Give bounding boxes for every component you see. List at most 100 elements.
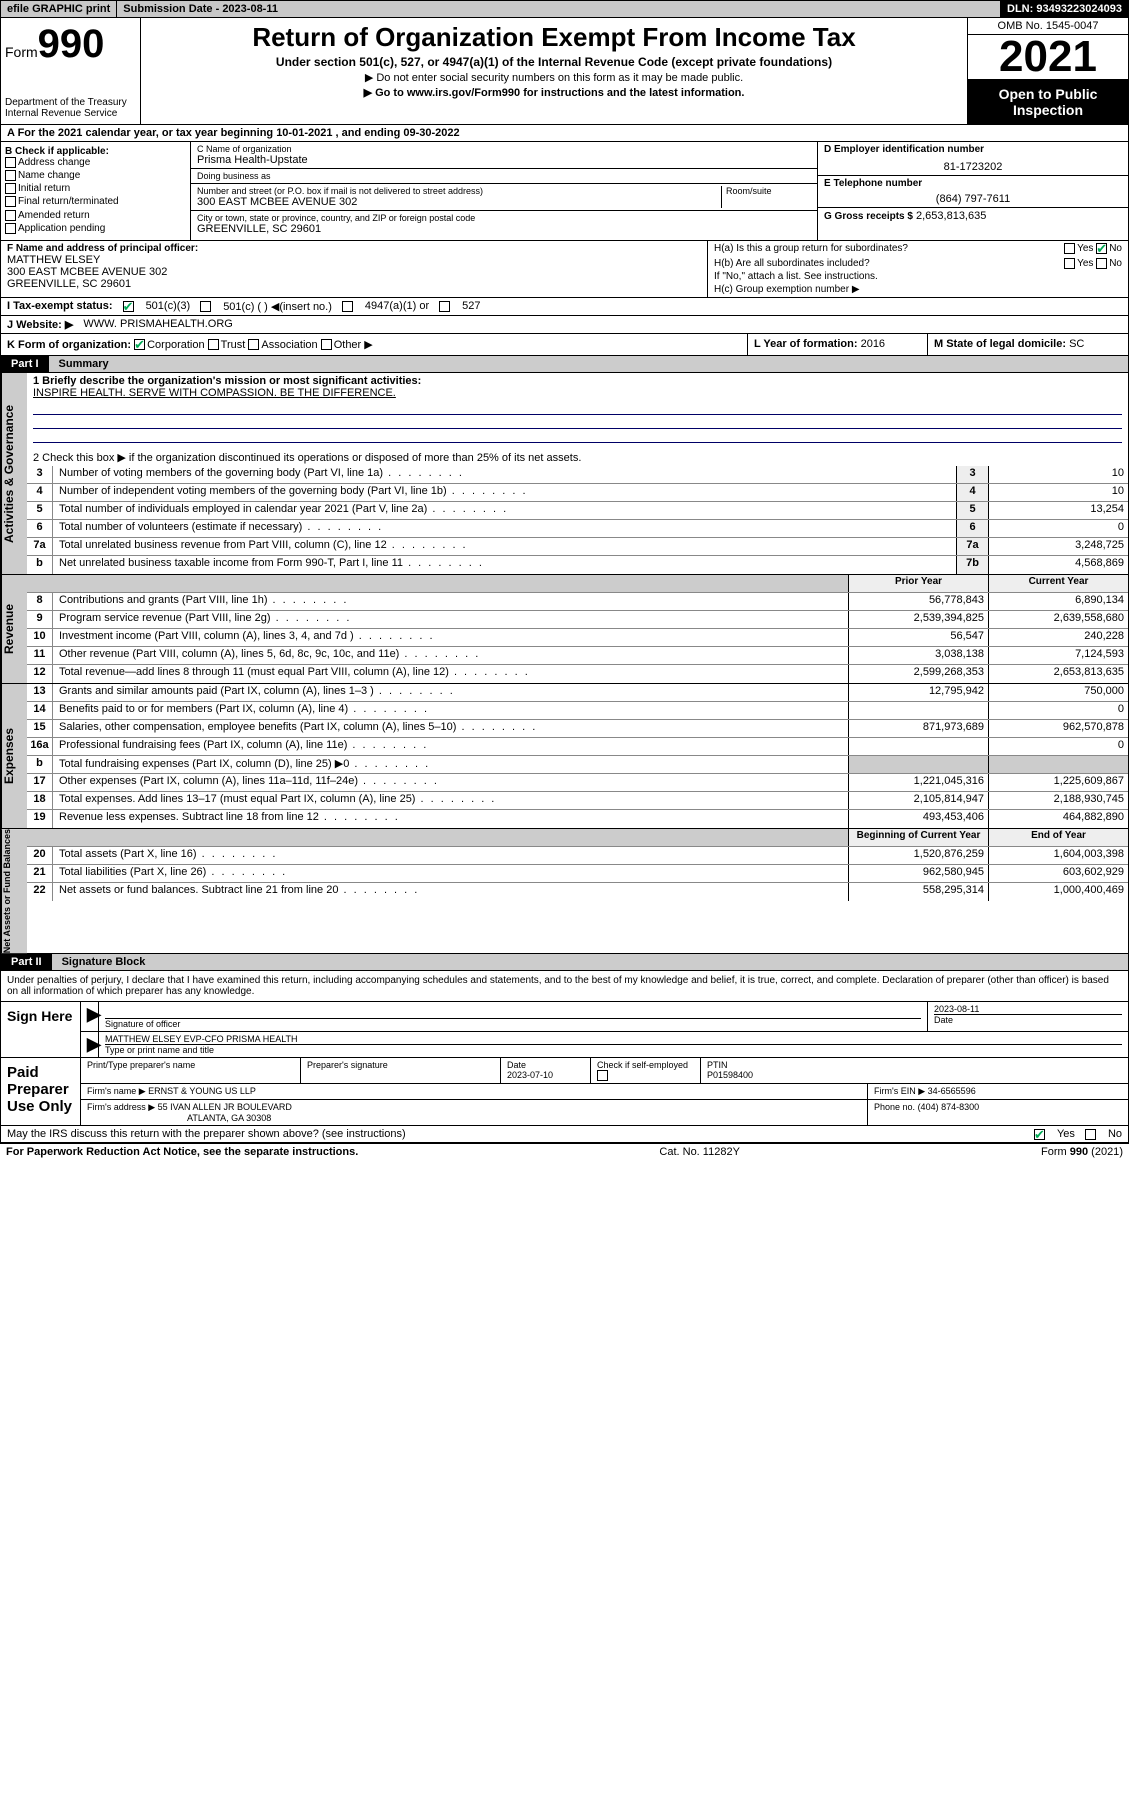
- line-desc: Investment income (Part VIII, column (A)…: [53, 629, 848, 646]
- table-row: 13 Grants and similar amounts paid (Part…: [27, 684, 1128, 702]
- room-label: Room/suite: [726, 186, 811, 196]
- col-b-header: B Check if applicable:: [5, 146, 186, 157]
- line-desc: Total number of volunteers (estimate if …: [53, 520, 956, 537]
- cb-self-employed[interactable]: [597, 1070, 608, 1081]
- blank-line: [33, 401, 1122, 415]
- cat-no: Cat. No. 11282Y: [659, 1146, 740, 1158]
- line-desc: Number of voting members of the governin…: [53, 466, 956, 483]
- part2-header: Part II Signature Block: [0, 954, 1129, 971]
- website-value[interactable]: WWW. PRISMAHEALTH.ORG: [83, 318, 233, 330]
- line-desc: Total unrelated business revenue from Pa…: [53, 538, 956, 555]
- sign-here-block: Sign Here ▶ Signature of officer 2023-08…: [0, 1002, 1129, 1058]
- table-row: 16a Professional fundraising fees (Part …: [27, 738, 1128, 756]
- firm-name: ERNST & YOUNG US LLP: [148, 1086, 256, 1096]
- current-value: 962,570,878: [988, 720, 1128, 737]
- prior-value: 3,038,138: [848, 647, 988, 664]
- line-num: b: [27, 756, 53, 773]
- domicile-value: SC: [1069, 338, 1084, 350]
- irs-discuss-yes[interactable]: [1034, 1129, 1045, 1140]
- officer-print-name: MATTHEW ELSEY EVP-CFO PRISMA HEALTH: [105, 1034, 1122, 1044]
- officer-sig-line[interactable]: [105, 1018, 921, 1019]
- row-klm: K Form of organization: Corporation Trus…: [0, 334, 1129, 356]
- prior-value: 2,539,394,825: [848, 611, 988, 628]
- line-box: 6: [956, 520, 988, 537]
- irs-discuss-row: May the IRS discuss this return with the…: [0, 1126, 1129, 1143]
- line-value: 13,254: [988, 502, 1128, 519]
- ha-no[interactable]: [1096, 243, 1107, 254]
- current-year-hdr: Current Year: [988, 575, 1128, 592]
- form-title: Return of Organization Exempt From Incom…: [149, 22, 959, 53]
- vlabel-ag: Activities & Governance: [1, 373, 27, 574]
- hb-no[interactable]: [1096, 258, 1107, 269]
- year-formation-value: 2016: [861, 338, 885, 350]
- cb-application-pending[interactable]: Application pending: [5, 223, 186, 234]
- prior-value: [848, 756, 988, 773]
- ptin-label: PTIN: [707, 1060, 728, 1070]
- phone-label: E Telephone number: [824, 178, 1122, 189]
- line-box: 7a: [956, 538, 988, 555]
- line-box: 3: [956, 466, 988, 483]
- prior-value: 2,105,814,947: [848, 792, 988, 809]
- cb-501c3[interactable]: [123, 301, 134, 312]
- blank-line: [33, 415, 1122, 429]
- city-value: GREENVILLE, SC 29601: [197, 223, 811, 235]
- form-subtitle: Under section 501(c), 527, or 4947(a)(1)…: [149, 55, 959, 69]
- prep-date-label: Date: [507, 1060, 526, 1070]
- line-desc: Total expenses. Add lines 13–17 (must eq…: [53, 792, 848, 809]
- cb-amended-return[interactable]: Amended return: [5, 210, 186, 221]
- line-num: 14: [27, 702, 53, 719]
- prior-value: [848, 702, 988, 719]
- table-row: 8 Contributions and grants (Part VIII, l…: [27, 593, 1128, 611]
- org-name: Prisma Health-Upstate: [197, 154, 811, 166]
- col-b: B Check if applicable: Address change Na…: [1, 142, 191, 240]
- row-i: I Tax-exempt status: 501(c)(3) 501(c) ( …: [0, 298, 1129, 316]
- line-num: 19: [27, 810, 53, 828]
- line-value: 0: [988, 520, 1128, 537]
- irs-discuss-no[interactable]: [1085, 1129, 1096, 1140]
- line-num: 22: [27, 883, 53, 901]
- hb-yes[interactable]: [1064, 258, 1075, 269]
- current-value: 2,653,813,635: [988, 665, 1128, 683]
- gross-receipts-label: G Gross receipts $: [824, 211, 913, 222]
- line-num: 15: [27, 720, 53, 737]
- cb-527[interactable]: [439, 301, 450, 312]
- firm-addr-label: Firm's address ▶: [87, 1102, 155, 1112]
- cb-assoc[interactable]: [248, 339, 259, 350]
- line-box: 7b: [956, 556, 988, 574]
- cb-4947[interactable]: [342, 301, 353, 312]
- cb-corp[interactable]: [134, 339, 145, 350]
- header-block-bcdeg: B Check if applicable: Address change Na…: [0, 142, 1129, 241]
- line-value: 4,568,869: [988, 556, 1128, 574]
- form-footer: Form 990 (2021): [1041, 1146, 1123, 1158]
- cb-initial-return[interactable]: Initial return: [5, 183, 186, 194]
- goto-link[interactable]: ▶ Go to www.irs.gov/Form990 for instruct…: [149, 86, 959, 99]
- dept-label: Department of the Treasury: [5, 97, 136, 108]
- cb-name-change[interactable]: Name change: [5, 170, 186, 181]
- cb-trust[interactable]: [208, 339, 219, 350]
- table-row: 18 Total expenses. Add lines 13–17 (must…: [27, 792, 1128, 810]
- ha-label: H(a) Is this a group return for subordin…: [714, 243, 908, 254]
- current-value: 0: [988, 738, 1128, 755]
- officer-addr: 300 EAST MCBEE AVENUE 302: [7, 266, 701, 278]
- line-desc: Program service revenue (Part VIII, line…: [53, 611, 848, 628]
- sig-date: 2023-08-11: [934, 1004, 1122, 1014]
- section-net-assets: Net Assets or Fund Balances Beginning of…: [0, 829, 1129, 954]
- ha-yes[interactable]: [1064, 243, 1075, 254]
- tax-year: 2021: [968, 35, 1128, 80]
- cb-501c[interactable]: [200, 301, 211, 312]
- line-num: 11: [27, 647, 53, 664]
- line-desc: Total liabilities (Part X, line 26): [53, 865, 848, 882]
- firm-ein-label: Firm's EIN ▶: [874, 1086, 925, 1096]
- cb-address-change[interactable]: Address change: [5, 157, 186, 168]
- irs-label: Internal Revenue Service: [5, 108, 136, 119]
- cb-final-return[interactable]: Final return/terminated: [5, 196, 186, 207]
- current-value: 0: [988, 702, 1128, 719]
- cb-other[interactable]: [321, 339, 332, 350]
- part1-header: Part I Summary: [0, 356, 1129, 373]
- section-revenue: Revenue Prior Year Current Year 8 Contri…: [0, 575, 1129, 684]
- current-value: 1,000,400,469: [988, 883, 1128, 901]
- table-row: 11 Other revenue (Part VIII, column (A),…: [27, 647, 1128, 665]
- efile-print-button[interactable]: efile GRAPHIC print: [1, 1, 117, 17]
- hc-row: H(c) Group exemption number ▶: [714, 284, 1122, 295]
- year-formation-label: L Year of formation:: [754, 338, 858, 350]
